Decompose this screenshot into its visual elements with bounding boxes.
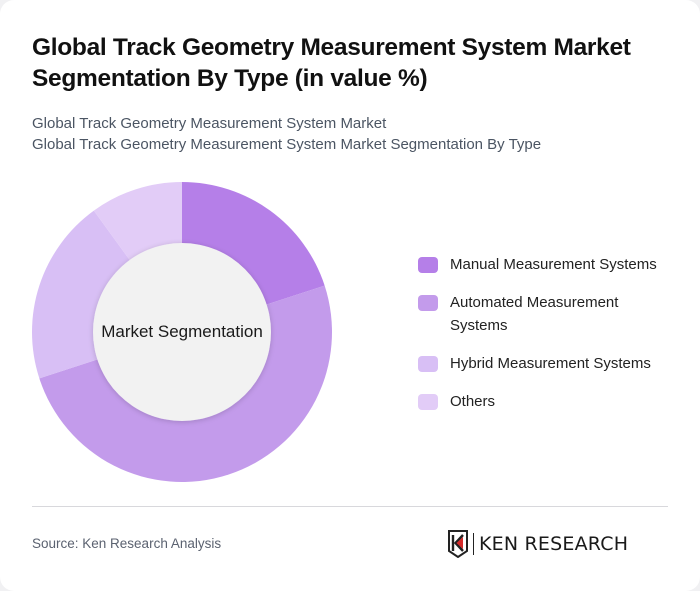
legend-label: Others: [450, 393, 496, 410]
logo-separator: [473, 533, 474, 555]
donut-hole: [93, 243, 271, 421]
legend-label: Automated Measurement Systems: [450, 294, 619, 334]
source-note: Source: Ken Research Analysis: [32, 536, 222, 551]
legend-label: Hybrid Measurement Systems: [450, 355, 651, 372]
subtitle-market: Global Track Geometry Measurement System…: [32, 115, 387, 132]
legend-item-hybrid: Hybrid Measurement Systems: [418, 352, 678, 375]
logo-wordmark: KEN RESEARCH: [479, 533, 629, 555]
chart-subtitle: Global Track Geometry Measurement System…: [32, 113, 541, 155]
footer-divider: [32, 506, 668, 507]
legend-swatch-hybrid: [418, 356, 438, 372]
chart-legend: Manual Measurement Systems Automated Mea…: [418, 253, 678, 428]
donut-chart: Market Segmentation: [30, 180, 334, 484]
legend-label: Manual Measurement Systems: [450, 256, 657, 273]
subtitle-segmentation: Global Track Geometry Measurement System…: [32, 136, 542, 153]
legend-swatch-automated: [418, 295, 438, 311]
legend-swatch-others: [418, 394, 438, 410]
legend-item-others: Others: [418, 390, 678, 413]
legend-item-manual: Manual Measurement Systems: [418, 253, 678, 276]
ken-research-logo: KEN RESEARCH: [447, 530, 628, 558]
ken-research-shield-icon: [448, 530, 468, 558]
legend-swatch-manual: [418, 257, 438, 273]
legend-item-automated: Automated Measurement Systems: [418, 291, 678, 337]
donut-svg: [31, 182, 332, 482]
chart-title: Global Track Geometry Measurement System…: [32, 34, 631, 92]
